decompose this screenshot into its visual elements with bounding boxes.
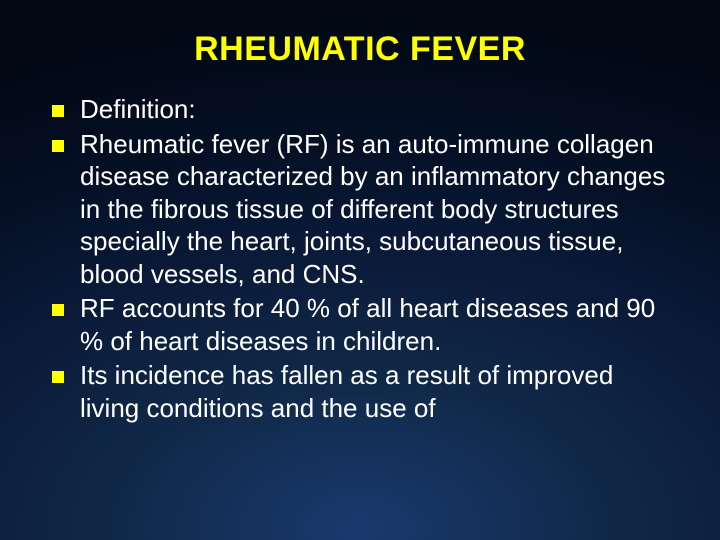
bullet-text: Its incidence has fallen as a result of …	[80, 360, 613, 423]
slide-body: Definition: Rheumatic fever (RF) is an a…	[0, 69, 720, 424]
bullet-item: Its incidence has fallen as a result of …	[48, 359, 672, 424]
bullet-text: Rheumatic fever (RF) is an auto-immune c…	[80, 129, 665, 289]
slide-title: RHEUMATIC FEVER	[0, 0, 720, 69]
bullet-item: Definition:	[48, 93, 672, 126]
slide: RHEUMATIC FEVER Definition: Rheumatic fe…	[0, 0, 720, 540]
bullet-list: Definition: Rheumatic fever (RF) is an a…	[48, 93, 672, 424]
bullet-text: RF accounts for 40 % of all heart diseas…	[80, 293, 655, 356]
bullet-item: RF accounts for 40 % of all heart diseas…	[48, 292, 672, 357]
bullet-item: Rheumatic fever (RF) is an auto-immune c…	[48, 128, 672, 291]
bullet-text: Definition:	[80, 94, 196, 124]
